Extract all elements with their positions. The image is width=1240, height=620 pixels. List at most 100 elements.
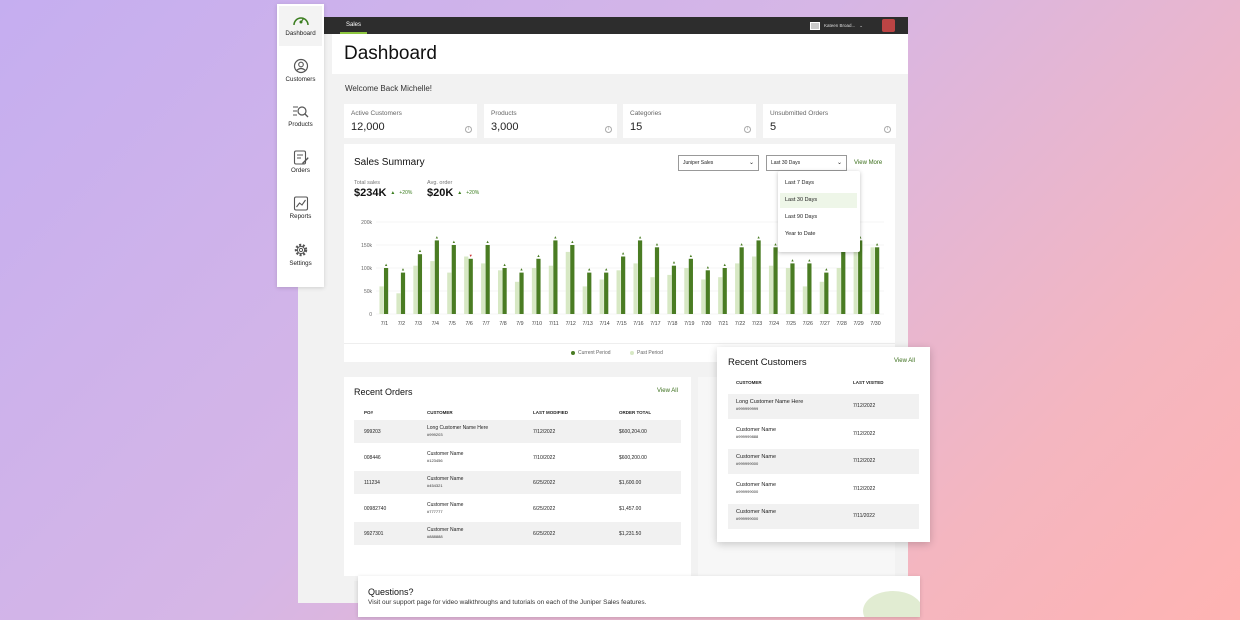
dropdown-option-last-30-days[interactable]: Last 30 Days [780,193,857,208]
stat-card-products[interactable]: Products 3,000 i [484,104,617,138]
legend-current-period[interactable]: Current Period [571,350,611,356]
bar-change-marker: ▲ [807,257,811,262]
sidebar-item-label: Settings [289,260,312,267]
bar-past-period [498,270,503,314]
bar-change-marker: ▲ [536,253,540,258]
bar-past-period [870,247,875,314]
column-header-customer[interactable]: CUSTOMER [736,380,762,385]
bar-past-period [565,251,570,314]
store-select-value: Juniper Sales [683,160,714,166]
info-icon[interactable]: i [605,126,612,133]
arrow-up-icon: ▲ [390,190,396,196]
column-header-last-visited[interactable]: LAST VISITED [853,380,884,385]
questions-text[interactable]: Visit our support page for video walkthr… [368,599,647,606]
sidebar-item-settings[interactable]: Settings [279,236,322,276]
table-row[interactable]: 9927301 Customer Name #888888 6/25/2022 … [354,522,681,545]
column-header-last-modified[interactable]: LAST MODIFIED [533,410,568,415]
info-icon[interactable]: i [884,126,891,133]
view-more-link[interactable]: View More [854,160,883,166]
bar-current-period [417,254,423,314]
bar-change-marker: ▲ [689,253,693,258]
customers-view-all-link[interactable]: View All [894,358,915,364]
legend-past-period[interactable]: Past Period [630,350,663,356]
order-total: $1,457.00 [619,505,642,512]
bar-current-period [621,256,626,314]
bar-past-period [633,263,638,314]
bar-current-period [604,272,609,314]
stat-card-categories[interactable]: Categories 15 i [623,104,756,138]
orders-view-all-link[interactable]: View All [657,388,678,394]
order-total: $1,600.00 [619,480,642,486]
bar-past-period [785,268,791,314]
x-tick-label: 7/15 [616,321,626,327]
bar-change-marker: ▲ [435,234,439,239]
sidebar-item-label: Orders [291,167,310,174]
sidebar-item-label: Dashboard [285,30,316,37]
legend-dot [571,351,575,355]
x-tick-label: 7/10 [532,321,542,327]
x-tick-label: 7/11 [549,321,559,327]
order-date: 6/25/2022 [533,505,556,512]
bar-past-period [396,293,401,314]
order-total: $1,231.50 [619,531,642,537]
column-header-po[interactable]: PO# [364,410,374,415]
order-customer: Customer Name #454321 [427,476,463,488]
table-row[interactable]: Customer Name #999999000 7/12/2022 [728,477,919,502]
x-tick-label: 7/26 [803,321,813,327]
table-row[interactable]: 00982740 Customer Name #777777 6/25/2022… [354,497,681,520]
questions-title: Questions? [368,587,414,597]
bar-current-period [451,245,456,314]
sidebar-item-label: Reports [289,213,312,220]
customer-name: Customer Name [427,476,464,482]
table-row[interactable]: 999203 Long Customer Name Here #999203 7… [354,420,681,443]
bar-change-marker: ▲ [486,239,490,244]
info-icon[interactable]: i [744,126,751,133]
store-select[interactable]: Juniper Sales ⌄ [678,155,759,171]
info-icon[interactable]: i [465,126,472,133]
sidebar-item-orders[interactable]: Orders [279,144,322,184]
kpi-value: $234K [354,187,387,199]
dropdown-option-last-90-days[interactable]: Last 90 Days [785,214,818,220]
user-menu[interactable]: Kateen Broad... ⌄ [810,20,863,31]
x-tick-label: 7/27 [820,321,830,327]
customer-name: Long Customer Name Here [427,425,489,431]
customer-name: Customer Name [736,426,777,433]
table-row[interactable]: 008446 Customer Name #123456 7/10/2022 $… [354,446,681,469]
column-header-order-total[interactable]: ORDER TOTAL [619,410,652,415]
bar-current-period [536,258,541,314]
page-header: Dashboard [332,34,908,74]
chevron-down-icon: ⌄ [859,22,864,28]
order-customer: Customer Name #777777 [427,502,463,514]
stat-card-active-customers[interactable]: Active Customers 12,000 i [344,104,477,138]
tab-sales[interactable]: Sales [340,17,368,34]
x-tick-label: 7/21 [718,321,728,327]
sidebar-item-dashboard[interactable]: Dashboard [279,6,322,46]
dropdown-option-last-7-days[interactable]: Last 7 Days [785,180,815,186]
bar-current-period [570,245,575,314]
stat-value: 5 [770,121,777,133]
user-name: Kateen Broad... [824,23,856,28]
sidebar-item-customers[interactable]: Customers [279,52,322,92]
bar-change-marker: ▲ [655,241,659,246]
table-row[interactable]: Customer Name #999999888 7/12/2022 [728,422,919,447]
table-row[interactable]: Customer Name #999999000 7/12/2022 [728,449,919,474]
table-row[interactable]: 111234 Customer Name #454321 6/25/2022 $… [354,471,681,494]
table-row[interactable]: Long Customer Name Here #999999999 7/12/… [728,394,919,419]
bar-past-period [819,281,824,314]
bar-past-period [413,265,418,314]
period-select[interactable]: Last 30 Days ⌄ [766,155,847,171]
table-row[interactable]: Customer Name #999999000 7/11/2022 [728,504,919,529]
bar-current-period [688,258,693,314]
stat-card-unsubmitted-orders[interactable]: Unsubmitted Orders 5 i [763,104,896,138]
bar-change-marker: ▲ [706,264,710,269]
bar-change-marker: ▲ [723,262,727,267]
order-total: $600,200.00 [619,454,647,461]
column-header-customer[interactable]: CUSTOMER [427,410,453,415]
sidebar-item-products[interactable]: Products [279,98,322,138]
sidebar-item-reports[interactable]: Reports [279,190,322,230]
bar-change-marker: ▲ [621,251,625,256]
last-visited-date: 7/12/2022 [853,403,876,409]
dropdown-option-year-to-date[interactable]: Year to Date [785,231,816,237]
x-tick-label: 7/23 [752,321,762,327]
avatar[interactable] [882,19,895,32]
